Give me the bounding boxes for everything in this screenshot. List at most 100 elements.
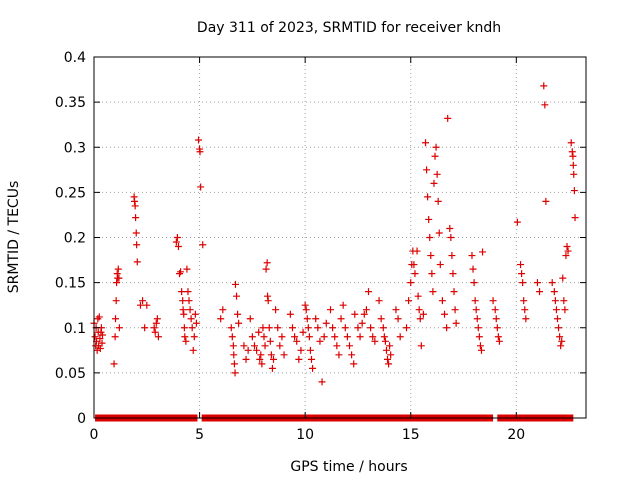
data-point [428, 270, 436, 278]
data-point [230, 360, 238, 368]
data-series [90, 82, 579, 386]
data-point [341, 324, 349, 332]
data-point [405, 297, 413, 305]
data-point [430, 179, 438, 187]
data-point [392, 306, 400, 314]
x-tick-label: 15 [402, 427, 420, 443]
data-point [444, 114, 452, 122]
data-point [233, 292, 241, 300]
data-point [115, 274, 123, 282]
data-point [132, 229, 140, 237]
data-point [133, 241, 141, 249]
data-point [173, 234, 181, 241]
data-point [555, 324, 563, 332]
data-point [304, 324, 312, 332]
data-point [385, 360, 393, 368]
data-point [468, 252, 476, 260]
data-point [242, 355, 250, 363]
data-point [434, 197, 442, 205]
data-point [259, 324, 267, 332]
data-point [195, 136, 203, 144]
data-point [98, 339, 106, 347]
data-point [562, 252, 570, 260]
data-point [276, 342, 284, 350]
data-point [362, 306, 370, 314]
data-point [179, 297, 187, 305]
data-point [356, 333, 364, 341]
data-point [258, 360, 266, 368]
data-point [561, 306, 569, 314]
data-point [93, 346, 101, 354]
data-point [322, 319, 330, 327]
data-point [253, 346, 261, 354]
data-point [269, 355, 277, 363]
data-point [477, 346, 485, 354]
data-point [187, 315, 195, 323]
data-point [291, 333, 299, 341]
data-point [521, 306, 529, 314]
data-point [188, 324, 196, 332]
x-tick-label: 20 [507, 427, 525, 443]
data-point [139, 297, 147, 305]
data-point [181, 333, 189, 341]
data-point [339, 301, 347, 309]
data-point [452, 319, 460, 327]
data-point [472, 306, 480, 314]
data-point [228, 333, 236, 341]
data-point [491, 306, 499, 314]
data-point [189, 346, 197, 354]
data-point [384, 355, 392, 363]
data-point [448, 252, 456, 260]
data-point [278, 333, 286, 341]
data-point [414, 292, 422, 300]
data-point [314, 324, 322, 332]
data-point [441, 310, 449, 318]
data-point [141, 324, 149, 332]
y-tick-label: 0.2 [64, 231, 86, 247]
data-point [183, 265, 191, 273]
data-point [190, 333, 198, 341]
data-point [264, 292, 272, 300]
data-point [131, 202, 139, 210]
data-point [471, 297, 479, 305]
data-point [479, 248, 487, 256]
data-point [307, 355, 315, 363]
data-point [380, 333, 388, 341]
data-point [552, 306, 560, 314]
x-tick-label: 0 [90, 427, 99, 443]
data-point [112, 315, 120, 323]
data-point [255, 328, 263, 336]
data-point [423, 166, 431, 174]
data-point [184, 288, 192, 296]
data-point [540, 82, 548, 90]
y-tick-label: 0 [77, 411, 86, 427]
data-point [443, 324, 451, 332]
data-point [192, 319, 200, 327]
data-point [541, 101, 549, 109]
data-point [267, 351, 275, 359]
data-point [180, 310, 188, 318]
data-point [179, 306, 187, 314]
data-point [513, 218, 521, 226]
data-point [260, 333, 268, 341]
data-point [111, 333, 119, 341]
data-point [197, 183, 205, 191]
data-point [217, 315, 225, 323]
data-point [261, 342, 269, 350]
data-point [272, 306, 280, 314]
data-point [240, 342, 248, 350]
x-tick-label: 5 [195, 427, 204, 443]
data-point [264, 297, 272, 305]
data-point [426, 234, 434, 241]
data-point [559, 274, 567, 282]
data-point [494, 333, 502, 341]
y-tick-label: 0.4 [64, 50, 86, 66]
data-point [371, 337, 379, 345]
data-point [518, 270, 526, 278]
data-point [180, 324, 188, 332]
data-point [320, 333, 328, 341]
data-point [299, 328, 307, 336]
data-point [333, 342, 341, 350]
data-point [563, 243, 571, 251]
